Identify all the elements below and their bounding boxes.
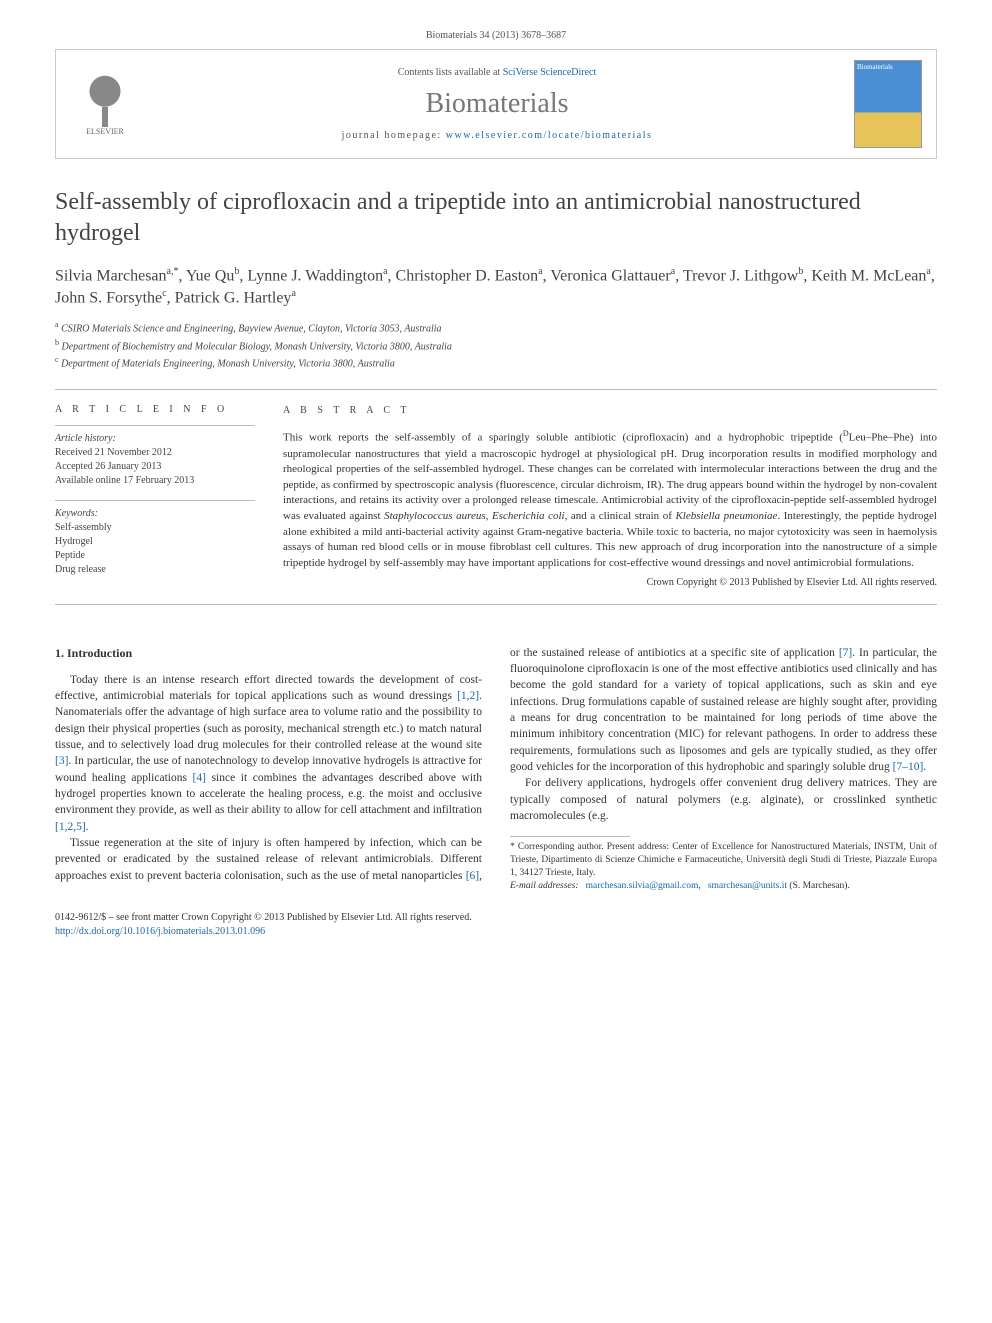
publisher-name: ELSEVIER bbox=[86, 127, 124, 136]
received-date: Received 21 November 2012 bbox=[55, 447, 172, 458]
journal-homepage-link[interactable]: www.elsevier.com/locate/biomaterials bbox=[446, 130, 653, 141]
abstract-heading: A B S T R A C T bbox=[283, 404, 937, 418]
abstract-copyright: Crown Copyright © 2013 Published by Else… bbox=[283, 576, 937, 590]
journal-name: Biomaterials bbox=[140, 88, 854, 120]
intro-heading: 1. Introduction bbox=[55, 645, 482, 662]
body-columns: 1. Introduction Today there is an intens… bbox=[55, 645, 937, 893]
affiliation-a: a CSIRO Materials Science and Engineerin… bbox=[55, 319, 937, 336]
citation-ref[interactable]: [6] bbox=[466, 870, 479, 882]
citation-ref[interactable]: [1,2] bbox=[457, 690, 479, 702]
cover-label: Biomaterials bbox=[857, 63, 893, 71]
elsevier-tree-icon bbox=[80, 72, 130, 127]
intro-para-1: Today there is an intense research effor… bbox=[55, 672, 482, 835]
page-footer: 0142-9612/$ – see front matter Crown Cop… bbox=[55, 911, 937, 939]
header-center: Contents lists available at SciVerse Sci… bbox=[140, 67, 854, 141]
footnote-separator bbox=[510, 836, 630, 837]
keyword: Drug release bbox=[55, 564, 106, 575]
email-label: E-mail addresses: bbox=[510, 881, 579, 891]
author-email-link[interactable]: marchesan.silvia@gmail.com bbox=[586, 881, 699, 891]
affiliations: a CSIRO Materials Science and Engineerin… bbox=[55, 319, 937, 371]
header-inner: ELSEVIER Contents lists available at Sci… bbox=[70, 60, 922, 148]
info-abstract-row: A R T I C L E I N F O Article history: R… bbox=[55, 390, 937, 604]
accepted-date: Accepted 26 January 2013 bbox=[55, 461, 161, 472]
keyword: Self-assembly bbox=[55, 522, 112, 533]
affiliation-c: c Department of Materials Engineering, M… bbox=[55, 354, 937, 371]
journal-cover-thumbnail: Biomaterials bbox=[854, 60, 922, 148]
online-date: Available online 17 February 2013 bbox=[55, 475, 194, 486]
sciencedirect-link[interactable]: SciVerse ScienceDirect bbox=[503, 67, 597, 78]
journal-header-box: ELSEVIER Contents lists available at Sci… bbox=[55, 49, 937, 159]
citation-ref[interactable]: [7] bbox=[839, 647, 852, 659]
keywords-block: Keywords: Self-assembly Hydrogel Peptide… bbox=[55, 500, 255, 577]
citation-ref[interactable]: [7–10] bbox=[893, 761, 924, 773]
keyword: Hydrogel bbox=[55, 536, 93, 547]
citation-ref[interactable]: [1,2,5] bbox=[55, 821, 86, 833]
contents-prefix: Contents lists available at bbox=[398, 67, 503, 78]
history-label: Article history: bbox=[55, 433, 116, 444]
contents-list-line: Contents lists available at SciVerse Sci… bbox=[140, 67, 854, 78]
keywords-label: Keywords: bbox=[55, 508, 98, 519]
publisher-logo: ELSEVIER bbox=[70, 64, 140, 144]
author-email-link[interactable]: smarchesan@units.it bbox=[708, 881, 787, 891]
article-title: Self-assembly of ciprofloxacin and a tri… bbox=[55, 187, 937, 249]
intro-para-3: For delivery applications, hydrogels off… bbox=[510, 775, 937, 824]
citation-line: Biomaterials 34 (2013) 3678–3687 bbox=[55, 30, 937, 41]
article-info-column: A R T I C L E I N F O Article history: R… bbox=[55, 404, 255, 590]
homepage-prefix: journal homepage: bbox=[342, 130, 446, 141]
journal-homepage-line: journal homepage: www.elsevier.com/locat… bbox=[140, 130, 854, 141]
article-info-heading: A R T I C L E I N F O bbox=[55, 404, 255, 415]
corresponding-author-footnote: * Corresponding author. Present address:… bbox=[510, 841, 937, 892]
footnote-text: * Corresponding author. Present address:… bbox=[510, 842, 937, 878]
citation-ref[interactable]: [3] bbox=[55, 755, 68, 767]
abstract-text: This work reports the self-assembly of a… bbox=[283, 428, 937, 571]
authors-list: Silvia Marchesana,*, Yue Qub, Lynne J. W… bbox=[55, 265, 937, 309]
abstract-column: A B S T R A C T This work reports the se… bbox=[283, 404, 937, 590]
article-history-block: Article history: Received 21 November 20… bbox=[55, 425, 255, 488]
doi-link[interactable]: http://dx.doi.org/10.1016/j.biomaterials… bbox=[55, 926, 265, 937]
affiliation-b: b Department of Biochemistry and Molecul… bbox=[55, 337, 937, 354]
citation-ref[interactable]: [4] bbox=[193, 772, 206, 784]
keyword: Peptide bbox=[55, 550, 85, 561]
divider bbox=[55, 604, 937, 605]
page-root: Biomaterials 34 (2013) 3678–3687 ELSEVIE… bbox=[0, 0, 992, 979]
front-matter-line: 0142-9612/$ – see front matter Crown Cop… bbox=[55, 912, 472, 923]
email-person: (S. Marchesan). bbox=[789, 881, 849, 891]
